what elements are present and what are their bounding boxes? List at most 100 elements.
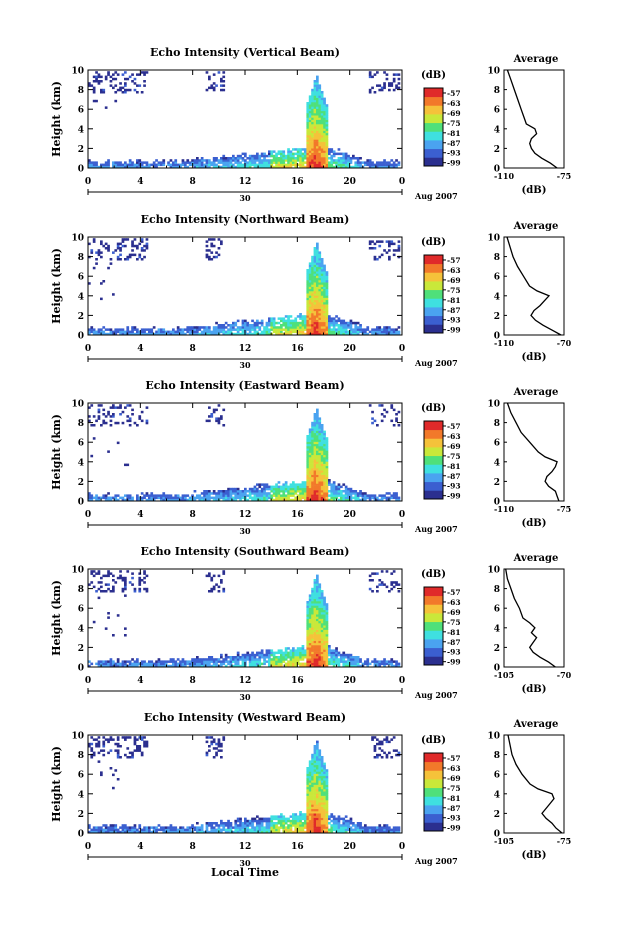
heatmap-cell bbox=[128, 417, 132, 420]
heatmap-cell bbox=[325, 273, 329, 276]
heatmap-cell bbox=[311, 319, 314, 323]
average-profile-line bbox=[505, 568, 556, 668]
heatmap-cell bbox=[308, 824, 312, 827]
heatmap-cell bbox=[318, 607, 322, 611]
heatmap-cell bbox=[316, 99, 319, 103]
heatmap-cell bbox=[354, 664, 358, 668]
heatmap-cell bbox=[131, 328, 134, 331]
heatmap-cell bbox=[205, 419, 209, 423]
heatmap-cell bbox=[308, 782, 312, 785]
heatmap-cell bbox=[179, 165, 182, 169]
heatmap-cell bbox=[311, 830, 314, 834]
heatmap-cell bbox=[114, 742, 118, 746]
heatmap-cell bbox=[304, 817, 307, 821]
heatmap-cell bbox=[268, 165, 271, 169]
heatmap-cell bbox=[294, 817, 298, 821]
heatmap-cell bbox=[155, 163, 158, 167]
heatmap-cell bbox=[390, 165, 394, 169]
heatmap-cell bbox=[203, 163, 206, 167]
heatmap-cell bbox=[320, 310, 324, 314]
heatmap-cell bbox=[227, 161, 230, 164]
colorbar-segment bbox=[424, 315, 443, 325]
heatmap-cell bbox=[162, 161, 166, 164]
heatmap-cell bbox=[131, 826, 134, 829]
heatmap-cell bbox=[311, 91, 314, 94]
heatmap-cell bbox=[107, 583, 110, 586]
heatmap-cell bbox=[364, 328, 367, 331]
heatmap-cell bbox=[318, 108, 322, 112]
heatmap-cell bbox=[349, 328, 353, 331]
heatmap-cell bbox=[352, 490, 355, 493]
heatmap-cell bbox=[395, 660, 398, 663]
heatmap-cell bbox=[234, 662, 238, 666]
heatmap-cell bbox=[124, 244, 127, 248]
heatmap-cell bbox=[320, 620, 324, 624]
heatmap-cell bbox=[308, 496, 312, 500]
heatmap-cell bbox=[320, 485, 324, 489]
heatmap-cell bbox=[392, 88, 396, 92]
heatmap-cell bbox=[97, 165, 101, 169]
heatmap-cell bbox=[210, 590, 214, 593]
heatmap-cell bbox=[378, 165, 382, 169]
heatmap-cell bbox=[299, 498, 302, 502]
heatmap-cell bbox=[289, 154, 293, 158]
heatmap-cell bbox=[284, 656, 288, 659]
heatmap-cell bbox=[174, 660, 178, 663]
heatmap-cell bbox=[306, 454, 310, 458]
heatmap-cell bbox=[311, 159, 314, 162]
heatmap-cell bbox=[160, 494, 163, 497]
heatmap-cell bbox=[311, 492, 314, 495]
heatmap-cell bbox=[318, 326, 322, 329]
heatmap-cell bbox=[275, 815, 278, 818]
heatmap-cell bbox=[239, 819, 242, 823]
heatmap-cell bbox=[376, 330, 379, 334]
heatmap-cell bbox=[260, 822, 264, 825]
heatmap-cell bbox=[316, 260, 319, 263]
heatmap-cell bbox=[308, 130, 312, 134]
heatmap-cell bbox=[200, 828, 204, 832]
heatmap-cell bbox=[124, 406, 127, 409]
heatmap-cell bbox=[342, 658, 346, 661]
heatmap-cell bbox=[308, 148, 312, 151]
x-tick-label: 12 bbox=[239, 344, 252, 354]
heatmap-cell bbox=[224, 330, 228, 334]
heatmap-cell bbox=[263, 492, 266, 495]
heatmap-cell bbox=[373, 91, 377, 94]
heatmap-cell bbox=[224, 165, 228, 169]
heatmap-cell bbox=[128, 253, 132, 257]
heatmap-cell bbox=[140, 419, 144, 423]
heatmap-cell bbox=[296, 828, 300, 832]
heatmap-cell bbox=[251, 319, 254, 323]
heatmap-cell bbox=[145, 662, 149, 666]
heatmap-cell bbox=[224, 326, 228, 329]
heatmap-cell bbox=[344, 662, 348, 666]
heatmap-cell bbox=[176, 326, 180, 329]
heatmap-cell bbox=[349, 330, 353, 334]
heatmap-cell bbox=[308, 306, 312, 309]
heatmap-cell bbox=[97, 587, 101, 591]
heatmap-cell bbox=[155, 830, 158, 834]
heatmap-cell bbox=[282, 157, 286, 160]
heatmap-cell bbox=[205, 496, 209, 500]
heatmap-cell bbox=[289, 165, 293, 169]
heatmap-cell bbox=[311, 260, 314, 263]
heatmap-cell bbox=[311, 479, 314, 482]
heatmap-cell bbox=[275, 328, 278, 331]
day-label: 30 bbox=[239, 692, 251, 702]
heatmap-cell bbox=[318, 260, 322, 263]
heatmap-cell bbox=[304, 490, 307, 493]
y-tick-label: 0 bbox=[78, 165, 84, 175]
heatmap-cell bbox=[239, 165, 242, 169]
heatmap-cell bbox=[316, 660, 319, 663]
heatmap-cell bbox=[323, 634, 326, 637]
heatmap-cell bbox=[313, 152, 317, 156]
heatmap-cell bbox=[380, 419, 384, 423]
heatmap-cell bbox=[311, 102, 314, 105]
heatmap-cell bbox=[208, 86, 211, 90]
heatmap-cell bbox=[340, 152, 343, 156]
heatmap-cell bbox=[311, 609, 314, 613]
heatmap-cell bbox=[224, 828, 228, 832]
heatmap-cell bbox=[128, 828, 132, 832]
heatmap-cell bbox=[145, 828, 149, 832]
heatmap-cell bbox=[210, 740, 214, 744]
